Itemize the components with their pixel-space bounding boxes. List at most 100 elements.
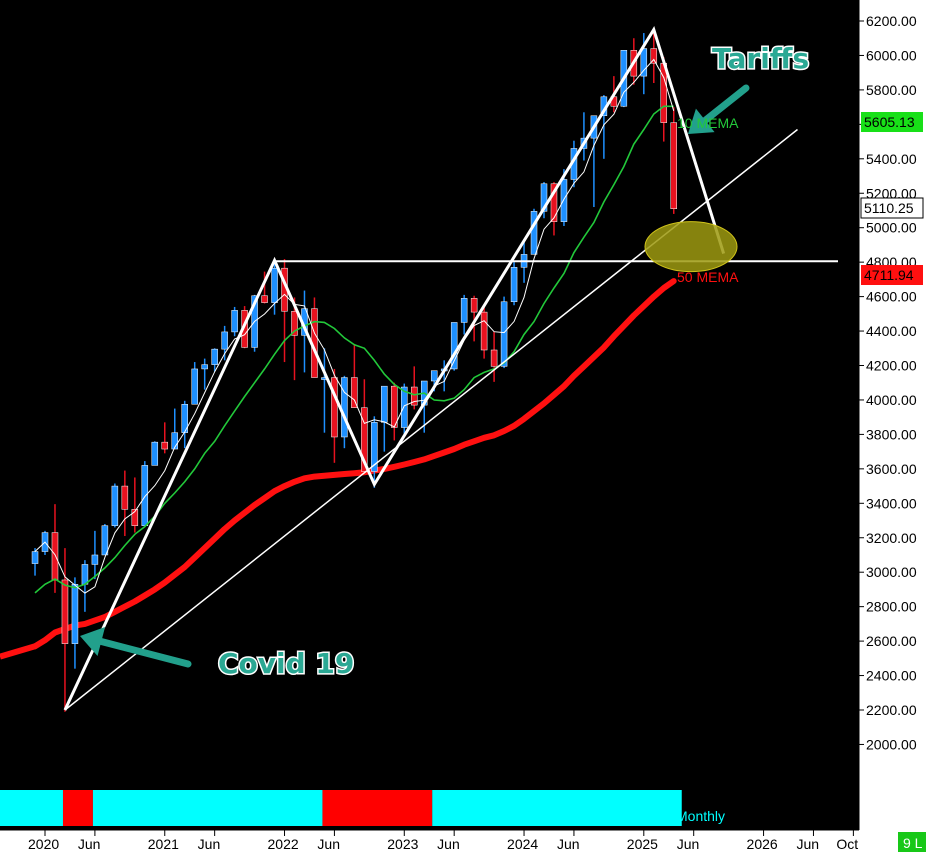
covid-arrow-icon — [80, 627, 192, 668]
ma-layer — [34, 58, 675, 594]
candle-body — [640, 48, 648, 77]
time-axis-panel[interactable] — [0, 830, 859, 852]
price-tick-label: 4200.00 — [866, 358, 917, 374]
candle-body — [331, 377, 338, 438]
candle-body — [450, 322, 458, 370]
price-tick-label: 6000.00 — [866, 47, 917, 63]
candle-body — [221, 331, 228, 350]
candle-body — [131, 509, 139, 526]
price-tick-label: 5400.00 — [866, 151, 917, 167]
short-ma-line — [34, 58, 675, 594]
candle-body — [211, 348, 218, 365]
candle-body — [470, 298, 478, 313]
candle-body — [271, 267, 278, 303]
price-tick-label: 4400.00 — [866, 323, 917, 339]
last-price-badge: 5110.25 — [860, 197, 924, 219]
candle-body — [650, 48, 658, 64]
regime-segment-bear — [322, 790, 433, 826]
regime-segment-bull — [0, 790, 63, 826]
candle-body — [500, 301, 508, 367]
ma50-layer — [0, 278, 677, 660]
ma50-price-badge: 4711.94 — [861, 265, 923, 285]
corner-badge — [898, 832, 926, 852]
candle-body — [371, 422, 378, 472]
price-tick-label: 4000.00 — [866, 392, 917, 408]
time-tick-label: 2023 — [387, 836, 418, 852]
candle-body — [161, 441, 169, 450]
regime-label: Monthly — [676, 808, 725, 824]
time-tick-label: Jun — [796, 836, 819, 852]
candle-body — [151, 441, 159, 466]
time-tick-label: Jun — [437, 836, 460, 852]
price-tick-label: 2000.00 — [866, 736, 917, 752]
candle-body — [61, 579, 69, 644]
ma10-line — [34, 105, 674, 594]
price-tick-label: 6200.00 — [866, 13, 917, 29]
candle-body — [191, 368, 198, 405]
price-axis-panel[interactable] — [859, 0, 926, 852]
time-tick-label: Jun — [317, 836, 340, 852]
candle-body — [510, 267, 518, 303]
price-tick-label: 2200.00 — [866, 702, 917, 718]
regime-bar — [0, 790, 682, 826]
regime-segment-bull — [92, 790, 323, 826]
time-tick-label: 2024 — [507, 836, 538, 852]
time-tick-label: 2021 — [148, 836, 179, 852]
regime-segment-bull — [432, 790, 682, 826]
candle-body — [171, 432, 178, 450]
candle-body — [71, 584, 79, 644]
time-tick-label: Jun — [557, 836, 580, 852]
ma10-label: 10 MEMA — [677, 115, 739, 131]
candle-body — [381, 385, 388, 423]
ma10-price-badge-text: 5605.13 — [864, 114, 915, 130]
time-tick-label: 2025 — [627, 836, 658, 852]
candle-body — [490, 349, 498, 367]
candle-body — [480, 311, 488, 351]
candle-body — [361, 407, 368, 472]
price-tick-label: 2400.00 — [866, 668, 917, 684]
price-tick-label: 3200.00 — [866, 530, 917, 546]
price-tick-label: 3800.00 — [866, 426, 917, 442]
candle-body — [261, 295, 268, 303]
ma50-label: 50 MEMA — [677, 269, 739, 285]
time-tick-label: 2022 — [268, 836, 299, 852]
corner-badge-text: 9 L — [903, 835, 923, 851]
ma50-price-badge-text: 4711.94 — [864, 267, 914, 283]
candle-body — [550, 183, 558, 222]
ma10-price-badge: 5605.13 — [861, 112, 923, 132]
candle-body — [51, 532, 59, 581]
price-tick-label: 5800.00 — [866, 82, 917, 98]
candle-body — [81, 564, 89, 585]
price-tick-label: 3000.00 — [866, 564, 917, 580]
candle-body — [111, 485, 119, 526]
candle-body — [401, 386, 408, 428]
ma50-line-extension — [0, 643, 36, 660]
price-axis-ticks: 2000.00 2200.00 2400.00 2600.00 2800.00 3000.… — [859, 13, 917, 752]
candle-body — [231, 310, 238, 333]
price-tick-label: 2800.00 — [866, 599, 917, 615]
candle-body — [560, 179, 568, 222]
candle-body — [540, 183, 548, 212]
candle-body — [31, 551, 39, 564]
price-tick-label: 5000.00 — [866, 220, 917, 236]
time-tick-label: 2026 — [747, 836, 778, 852]
price-tick-label: 3400.00 — [866, 495, 917, 511]
time-tick-label: Oct — [836, 836, 858, 852]
price-tick-label: 5200.00 — [866, 185, 917, 201]
time-tick-label: Jun — [677, 836, 700, 852]
price-tick-label: 2600.00 — [866, 633, 917, 649]
candle-body — [530, 211, 538, 255]
candle-body — [121, 485, 129, 510]
candle-body — [201, 364, 208, 370]
tariffs-arrow-icon — [688, 84, 750, 134]
time-tick-label: Jun — [78, 836, 101, 852]
candle-body — [101, 525, 109, 556]
candle-body — [291, 310, 298, 336]
candle-body — [341, 377, 348, 438]
candle-body — [670, 122, 677, 210]
price-tick-label: 3600.00 — [866, 461, 917, 477]
covid-annotation: Covid 19 — [218, 647, 354, 680]
regime-segment-bear — [62, 790, 93, 826]
